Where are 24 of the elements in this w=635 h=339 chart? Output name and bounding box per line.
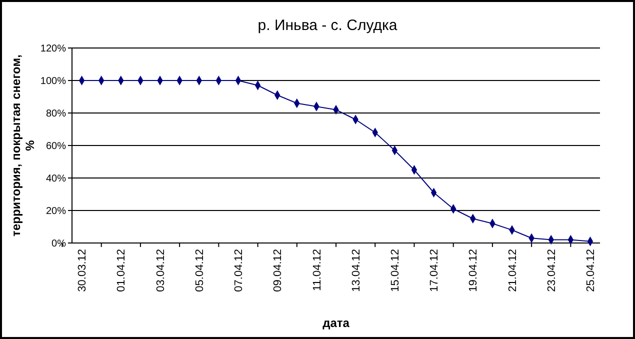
x-tick-label: 13.04.12 — [350, 249, 362, 292]
y-tick-label: 60% — [46, 141, 66, 152]
y-tick-label: 20% — [46, 206, 66, 217]
x-tick-label: 19.04.12 — [468, 249, 480, 292]
x-tick-label: 30.03.12 — [76, 249, 89, 292]
y-tick-label: 80% — [46, 108, 66, 120]
x-axis-title: дата — [322, 316, 350, 330]
x-tick-label: 07.04.12 — [233, 249, 246, 292]
chart-title: р. Иньва - с. Слудка — [258, 17, 398, 34]
y-tick-label: 120% — [40, 44, 66, 54]
x-tick-label: 05.04.12 — [194, 249, 206, 292]
x-tick-label: 21.04.12 — [506, 249, 519, 292]
x-tick-label: 15.04.12 — [390, 249, 402, 292]
x-tick-label: 03.04.12 — [154, 249, 167, 292]
y-tick-label: 40% — [46, 174, 66, 184]
x-tick-label: 09.04.12 — [272, 249, 284, 292]
y-tick-label: 100% — [40, 76, 66, 87]
y-tick-label: 0% — [52, 238, 66, 250]
x-tick-label: 11.04.12 — [311, 249, 324, 292]
y-axis-title: территория, покрытая снегом, % — [9, 54, 37, 236]
x-tick-label: 25.04.12 — [585, 249, 598, 292]
x-tick-label: 23.04.12 — [546, 249, 558, 292]
x-tick-label: 01.04.12 — [116, 249, 128, 292]
x-tick-label: 17.04.12 — [428, 249, 441, 292]
